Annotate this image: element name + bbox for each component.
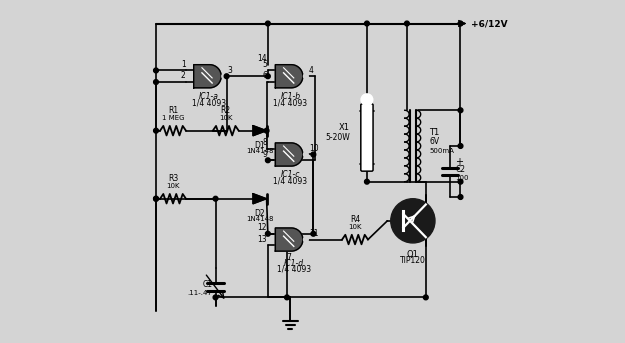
Circle shape xyxy=(391,199,435,243)
Text: 2: 2 xyxy=(181,71,186,80)
Text: 13: 13 xyxy=(258,235,267,244)
Circle shape xyxy=(311,232,316,236)
Text: X1: X1 xyxy=(339,123,350,132)
Circle shape xyxy=(364,179,369,184)
Circle shape xyxy=(154,128,158,133)
Text: 12: 12 xyxy=(258,223,267,232)
Circle shape xyxy=(264,128,269,133)
Circle shape xyxy=(404,21,409,26)
Text: 1N4148: 1N4148 xyxy=(246,216,274,222)
Text: 1N4148: 1N4148 xyxy=(246,148,274,154)
Text: IC1-c: IC1-c xyxy=(281,170,300,179)
Circle shape xyxy=(154,196,158,201)
Text: +6/12V: +6/12V xyxy=(471,19,508,28)
Text: 100: 100 xyxy=(456,175,469,181)
Text: 500mA: 500mA xyxy=(429,148,454,154)
Polygon shape xyxy=(276,143,302,166)
Text: TIP120: TIP120 xyxy=(400,256,426,265)
Polygon shape xyxy=(276,228,302,251)
Circle shape xyxy=(222,74,227,79)
Circle shape xyxy=(266,21,270,26)
Text: 11: 11 xyxy=(309,229,319,238)
Circle shape xyxy=(213,295,218,300)
Circle shape xyxy=(266,74,270,79)
Text: 6V: 6V xyxy=(429,137,439,146)
Text: 7: 7 xyxy=(286,253,291,262)
Text: 1 MEG: 1 MEG xyxy=(162,115,184,121)
Circle shape xyxy=(154,68,158,73)
Circle shape xyxy=(423,295,428,300)
Text: +: + xyxy=(456,157,463,167)
Text: 6: 6 xyxy=(262,71,267,80)
Text: 1/4 4093: 1/4 4093 xyxy=(273,176,308,185)
Text: IC1-a: IC1-a xyxy=(199,92,219,101)
Polygon shape xyxy=(253,193,267,204)
Text: 1/4 4093: 1/4 4093 xyxy=(192,98,226,107)
Text: 3: 3 xyxy=(228,66,232,74)
Polygon shape xyxy=(253,126,267,136)
Text: 9: 9 xyxy=(262,150,267,158)
Text: 1: 1 xyxy=(181,60,186,69)
Circle shape xyxy=(458,179,463,184)
Circle shape xyxy=(304,237,308,242)
Text: .11-.47: .11-.47 xyxy=(188,290,212,296)
Circle shape xyxy=(266,158,270,163)
Circle shape xyxy=(364,21,369,26)
Text: 10K: 10K xyxy=(348,224,362,230)
Text: D1: D1 xyxy=(254,141,265,150)
Text: C1: C1 xyxy=(202,280,212,289)
Text: R4: R4 xyxy=(350,215,360,224)
Circle shape xyxy=(266,232,270,236)
Text: 5: 5 xyxy=(262,60,267,69)
Text: Q1: Q1 xyxy=(407,250,419,259)
Text: T1: T1 xyxy=(429,128,439,137)
Text: 8: 8 xyxy=(262,138,267,147)
Circle shape xyxy=(361,94,372,106)
Text: R3: R3 xyxy=(168,174,178,184)
Circle shape xyxy=(154,80,158,84)
Text: 10K: 10K xyxy=(219,115,232,121)
Text: 1/4 4093: 1/4 4093 xyxy=(273,98,308,107)
Circle shape xyxy=(224,74,229,79)
Text: 14: 14 xyxy=(258,54,267,63)
Circle shape xyxy=(311,152,316,157)
Text: 1/4 4093: 1/4 4093 xyxy=(277,265,311,274)
FancyBboxPatch shape xyxy=(361,104,373,171)
Text: IC1-d: IC1-d xyxy=(284,259,304,268)
Polygon shape xyxy=(194,65,221,88)
Circle shape xyxy=(458,144,463,149)
Circle shape xyxy=(458,194,463,199)
Text: R2: R2 xyxy=(221,106,231,115)
Text: D2: D2 xyxy=(254,209,265,218)
Circle shape xyxy=(213,196,218,201)
Text: IC1-b: IC1-b xyxy=(281,92,301,101)
Text: 5-20W: 5-20W xyxy=(325,133,350,142)
Circle shape xyxy=(284,295,289,300)
Text: R1: R1 xyxy=(168,106,178,115)
Text: 10: 10 xyxy=(309,144,319,153)
Circle shape xyxy=(154,196,158,201)
Circle shape xyxy=(458,21,463,26)
Circle shape xyxy=(458,108,463,113)
Text: 4: 4 xyxy=(309,66,314,74)
Circle shape xyxy=(304,74,308,79)
Circle shape xyxy=(304,152,308,157)
Text: C2: C2 xyxy=(456,165,466,174)
Polygon shape xyxy=(276,65,302,88)
Text: 10K: 10K xyxy=(166,183,180,189)
